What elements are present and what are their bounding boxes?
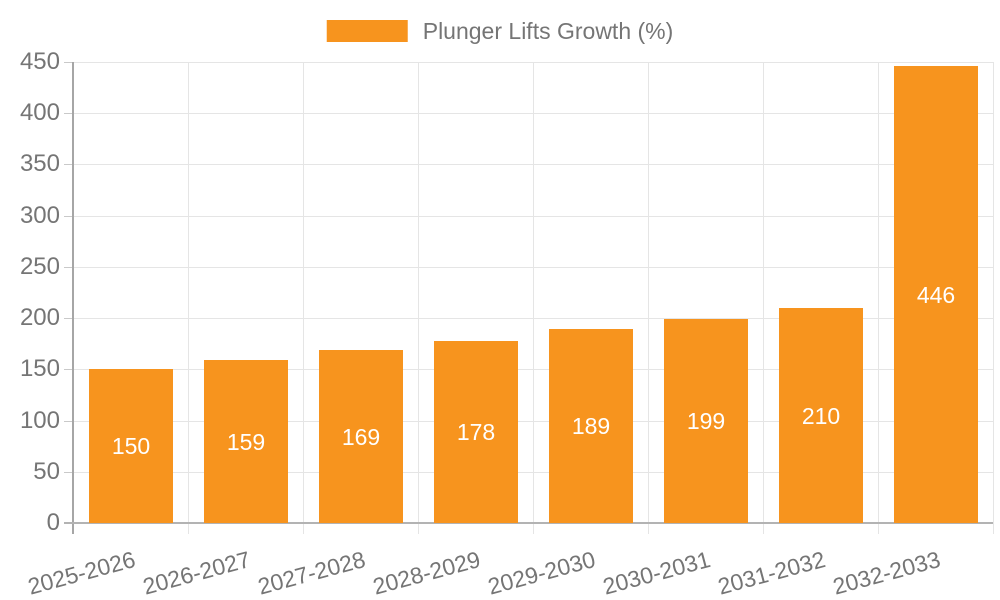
y-axis-tick-label: 250: [19, 253, 60, 280]
y-axis-tick-label: 0: [46, 509, 60, 536]
gridline-vertical: [878, 62, 879, 534]
y-axis-tick: [64, 62, 73, 63]
y-axis-line: [72, 62, 74, 534]
gridline-vertical: [418, 62, 419, 534]
y-axis-tick-label: 200: [19, 304, 60, 331]
bar-2031-2032[interactable]: [779, 308, 863, 523]
y-axis-tick: [64, 421, 73, 422]
y-axis-tick: [64, 164, 73, 165]
y-axis-tick: [64, 267, 73, 268]
gridline-vertical: [993, 62, 994, 534]
y-axis-tick: [64, 216, 73, 217]
legend-swatch-icon: [326, 20, 408, 42]
y-axis-tick: [64, 113, 73, 114]
y-axis-tick-label: 450: [19, 48, 60, 75]
y-axis-tick-label: 300: [19, 202, 60, 229]
y-axis-tick: [64, 472, 73, 473]
y-axis-tick-label: 150: [19, 355, 60, 382]
gridline-vertical: [763, 62, 764, 534]
y-axis-tick-label: 350: [19, 150, 60, 177]
bar-2029-2030[interactable]: [549, 329, 633, 523]
bar-2030-2031[interactable]: [664, 319, 748, 523]
bar-2025-2026[interactable]: [89, 369, 173, 523]
bar-2026-2027[interactable]: [204, 360, 288, 523]
bar-2027-2028[interactable]: [319, 350, 403, 523]
y-axis-tick: [64, 318, 73, 319]
legend-item[interactable]: Plunger Lifts Growth (%): [326, 16, 674, 46]
x-axis-line: [64, 522, 993, 524]
gridline-vertical: [533, 62, 534, 534]
gridline-vertical: [303, 62, 304, 534]
gridline-vertical: [188, 62, 189, 534]
y-axis-tick: [64, 369, 73, 370]
y-axis-tick-label: 50: [33, 458, 60, 485]
y-axis-tick-label: 100: [19, 407, 60, 434]
gridline-vertical: [648, 62, 649, 534]
bar-2032-2033[interactable]: [894, 66, 978, 523]
legend-label: Plunger Lifts Growth (%): [422, 18, 674, 44]
y-axis-tick-label: 400: [19, 99, 60, 126]
bar-2028-2029[interactable]: [434, 341, 518, 523]
